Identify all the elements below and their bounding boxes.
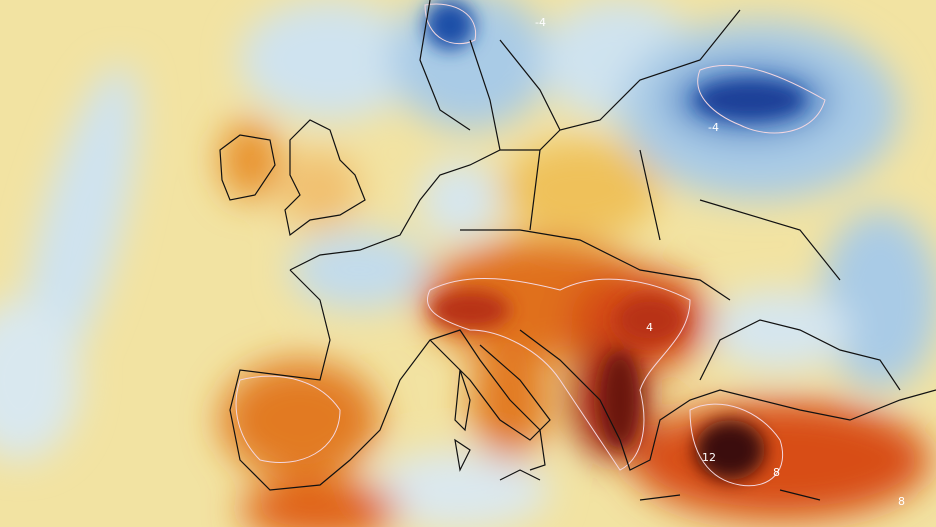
contour-label: 4 [646, 321, 653, 334]
contour-label: 12 [702, 451, 716, 464]
coastlines-and-borders [219, 0, 936, 501]
contour-label: 8 [898, 495, 905, 508]
contour-labels: 12 8 8 4 -4 -4 [535, 16, 905, 508]
contour-label: 8 [773, 466, 780, 479]
contour-lines [235, 3, 826, 487]
anomaly-cores [425, 0, 805, 480]
contour-label: -4 [708, 121, 719, 134]
contour-label: -4 [535, 16, 546, 29]
